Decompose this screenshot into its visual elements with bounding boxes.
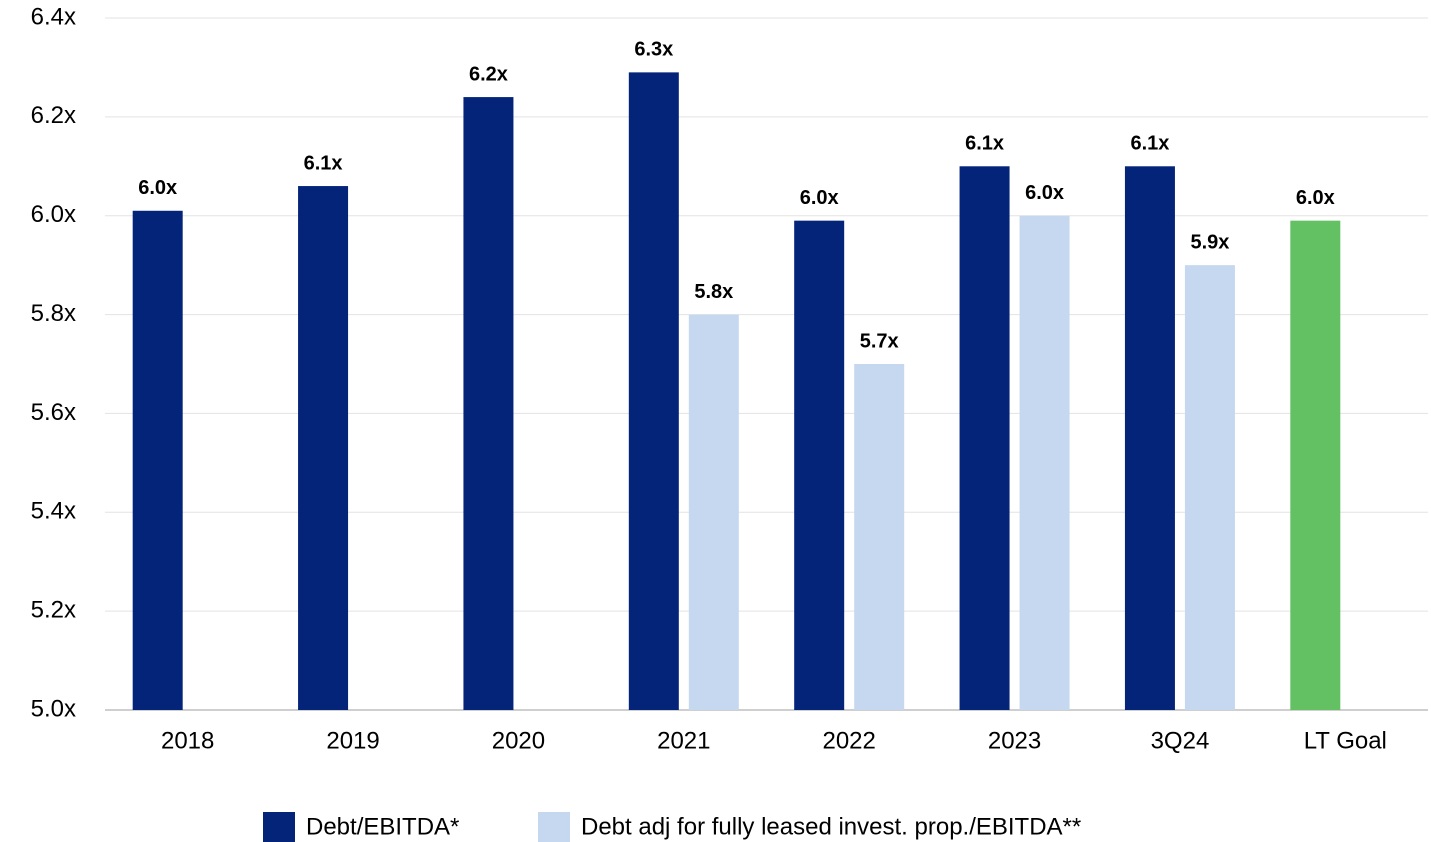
x-tick-label: 2019	[326, 727, 379, 754]
y-tick-label: 5.4x	[31, 498, 76, 525]
y-tick-label: 5.8x	[31, 300, 76, 327]
data-label: 6.0x	[1025, 182, 1064, 204]
bar	[463, 97, 514, 711]
data-label: 6.0x	[138, 177, 177, 199]
y-tick-label: 5.0x	[31, 695, 76, 722]
y-tick-label: 6.0x	[31, 201, 76, 228]
x-tick-label: LT Goal	[1304, 727, 1387, 754]
bar	[298, 186, 349, 711]
legend-swatch	[538, 812, 570, 842]
data-label: 6.0x	[800, 187, 839, 209]
data-label: 5.8x	[694, 281, 733, 303]
data-label: 5.7x	[860, 330, 899, 352]
data-label: 6.1x	[1130, 133, 1169, 155]
data-label: 5.9x	[1190, 231, 1229, 253]
y-tick-label: 6.4x	[31, 3, 76, 30]
bar	[959, 166, 1010, 711]
y-tick-label: 5.6x	[31, 399, 76, 426]
x-tick-label: 2021	[657, 727, 710, 754]
x-tick-label: 2022	[822, 727, 875, 754]
bar	[688, 314, 739, 710]
data-label: 6.0x	[1296, 187, 1335, 209]
bar	[1290, 220, 1341, 710]
data-label: 6.1x	[965, 133, 1004, 155]
data-label: 6.3x	[634, 39, 673, 61]
x-tick-label: 3Q24	[1151, 727, 1210, 754]
bar	[1124, 166, 1175, 711]
x-tick-label: 2020	[492, 727, 545, 754]
data-label: 6.1x	[304, 152, 343, 174]
legend-label: Debt adj for fully leased invest. prop./…	[581, 813, 1081, 840]
bar	[1184, 265, 1235, 710]
y-tick-label: 6.2x	[31, 102, 76, 129]
x-tick-label: 2018	[161, 727, 214, 754]
legend-label: Debt/EBITDA*	[306, 813, 459, 840]
bar	[628, 72, 679, 710]
bar	[132, 210, 183, 710]
y-tick-label: 5.2x	[31, 596, 76, 623]
data-label: 6.2x	[469, 63, 508, 85]
bar	[1019, 215, 1070, 710]
legend-swatch	[263, 812, 295, 842]
x-tick-label: 2023	[988, 727, 1041, 754]
bar	[794, 220, 845, 710]
bar	[854, 364, 905, 710]
